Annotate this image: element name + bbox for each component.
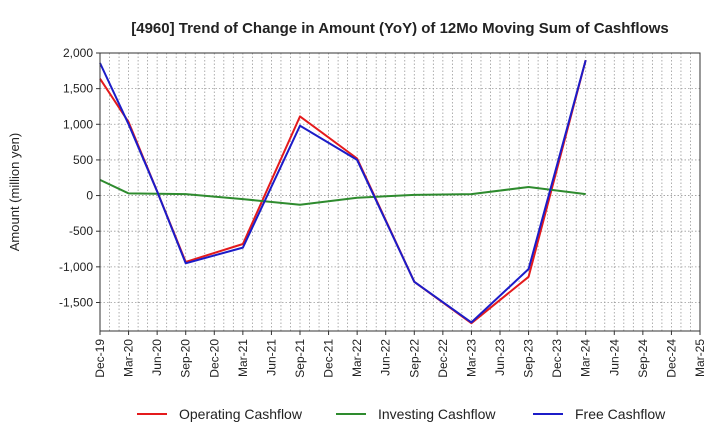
y-axis-label: Amount (million yen) (7, 133, 22, 252)
x-ticks: Dec-19 Mar-20 Jun-20 Sep-20 Dec-20 Mar-21 Jun-… (93, 331, 707, 378)
y-tick-label: -1,000 (59, 260, 93, 274)
x-tick-label: Sep-20 (179, 339, 193, 378)
x-tick-label: Mar-20 (122, 339, 136, 377)
x-tick-label: Dec-21 (322, 339, 336, 378)
x-tick-label: Jun-20 (150, 339, 164, 376)
x-tick-label: Mar-25 (693, 339, 707, 377)
plot-frame (99, 52, 701, 332)
x-tick-label: Jun-22 (379, 339, 393, 376)
x-tick-label: Sep-23 (522, 339, 536, 378)
legend-label-free-cashflow: Free Cashflow (575, 406, 666, 422)
x-tick-label: Jun-21 (264, 339, 278, 376)
x-tick-label: Dec-19 (93, 339, 107, 378)
free-cashflow-line (99, 59, 587, 324)
x-tick-label: Sep-24 (636, 339, 650, 378)
x-tick-label: Dec-22 (436, 339, 450, 378)
y-ticks: 2,000 1,500 1,000 500 0 -500 -1,000 -1,500 (59, 46, 100, 309)
y-tick-label: 1,500 (63, 82, 93, 96)
x-tick-label: Dec-23 (550, 339, 564, 378)
y-tick-label: -1,500 (59, 295, 93, 309)
y-tick-label: 0 (86, 189, 93, 203)
chart-title: [4960] Trend of Change in Amount (YoY) o… (131, 20, 669, 37)
y-tick-label: 1,000 (63, 117, 93, 131)
x-tick-label: Mar-23 (464, 339, 478, 377)
y-tick-label: 500 (73, 153, 93, 167)
investing-cashflow-line (99, 178, 586, 206)
x-tick-label: Dec-24 (664, 339, 678, 378)
legend: Operating Cashflow Investing Cashflow Free… (137, 406, 666, 422)
x-tick-label: Dec-20 (207, 339, 221, 378)
x-tick-label: Sep-22 (407, 339, 421, 378)
x-tick-label: Jun-24 (607, 339, 621, 376)
x-tick-label: Mar-22 (350, 339, 364, 377)
y-tick-label: -500 (69, 224, 93, 238)
legend-label-investing-cashflow: Investing Cashflow (378, 406, 496, 422)
x-tick-label: Mar-21 (236, 339, 250, 377)
series-layer (99, 59, 587, 325)
legend-label-operating-cashflow: Operating Cashflow (179, 406, 303, 422)
x-tick-label: Sep-21 (293, 339, 307, 378)
x-tick-label: Mar-24 (579, 339, 593, 377)
y-tick-label: 2,000 (63, 46, 93, 60)
grid (100, 52, 700, 331)
x-tick-label: Jun-23 (493, 339, 507, 376)
